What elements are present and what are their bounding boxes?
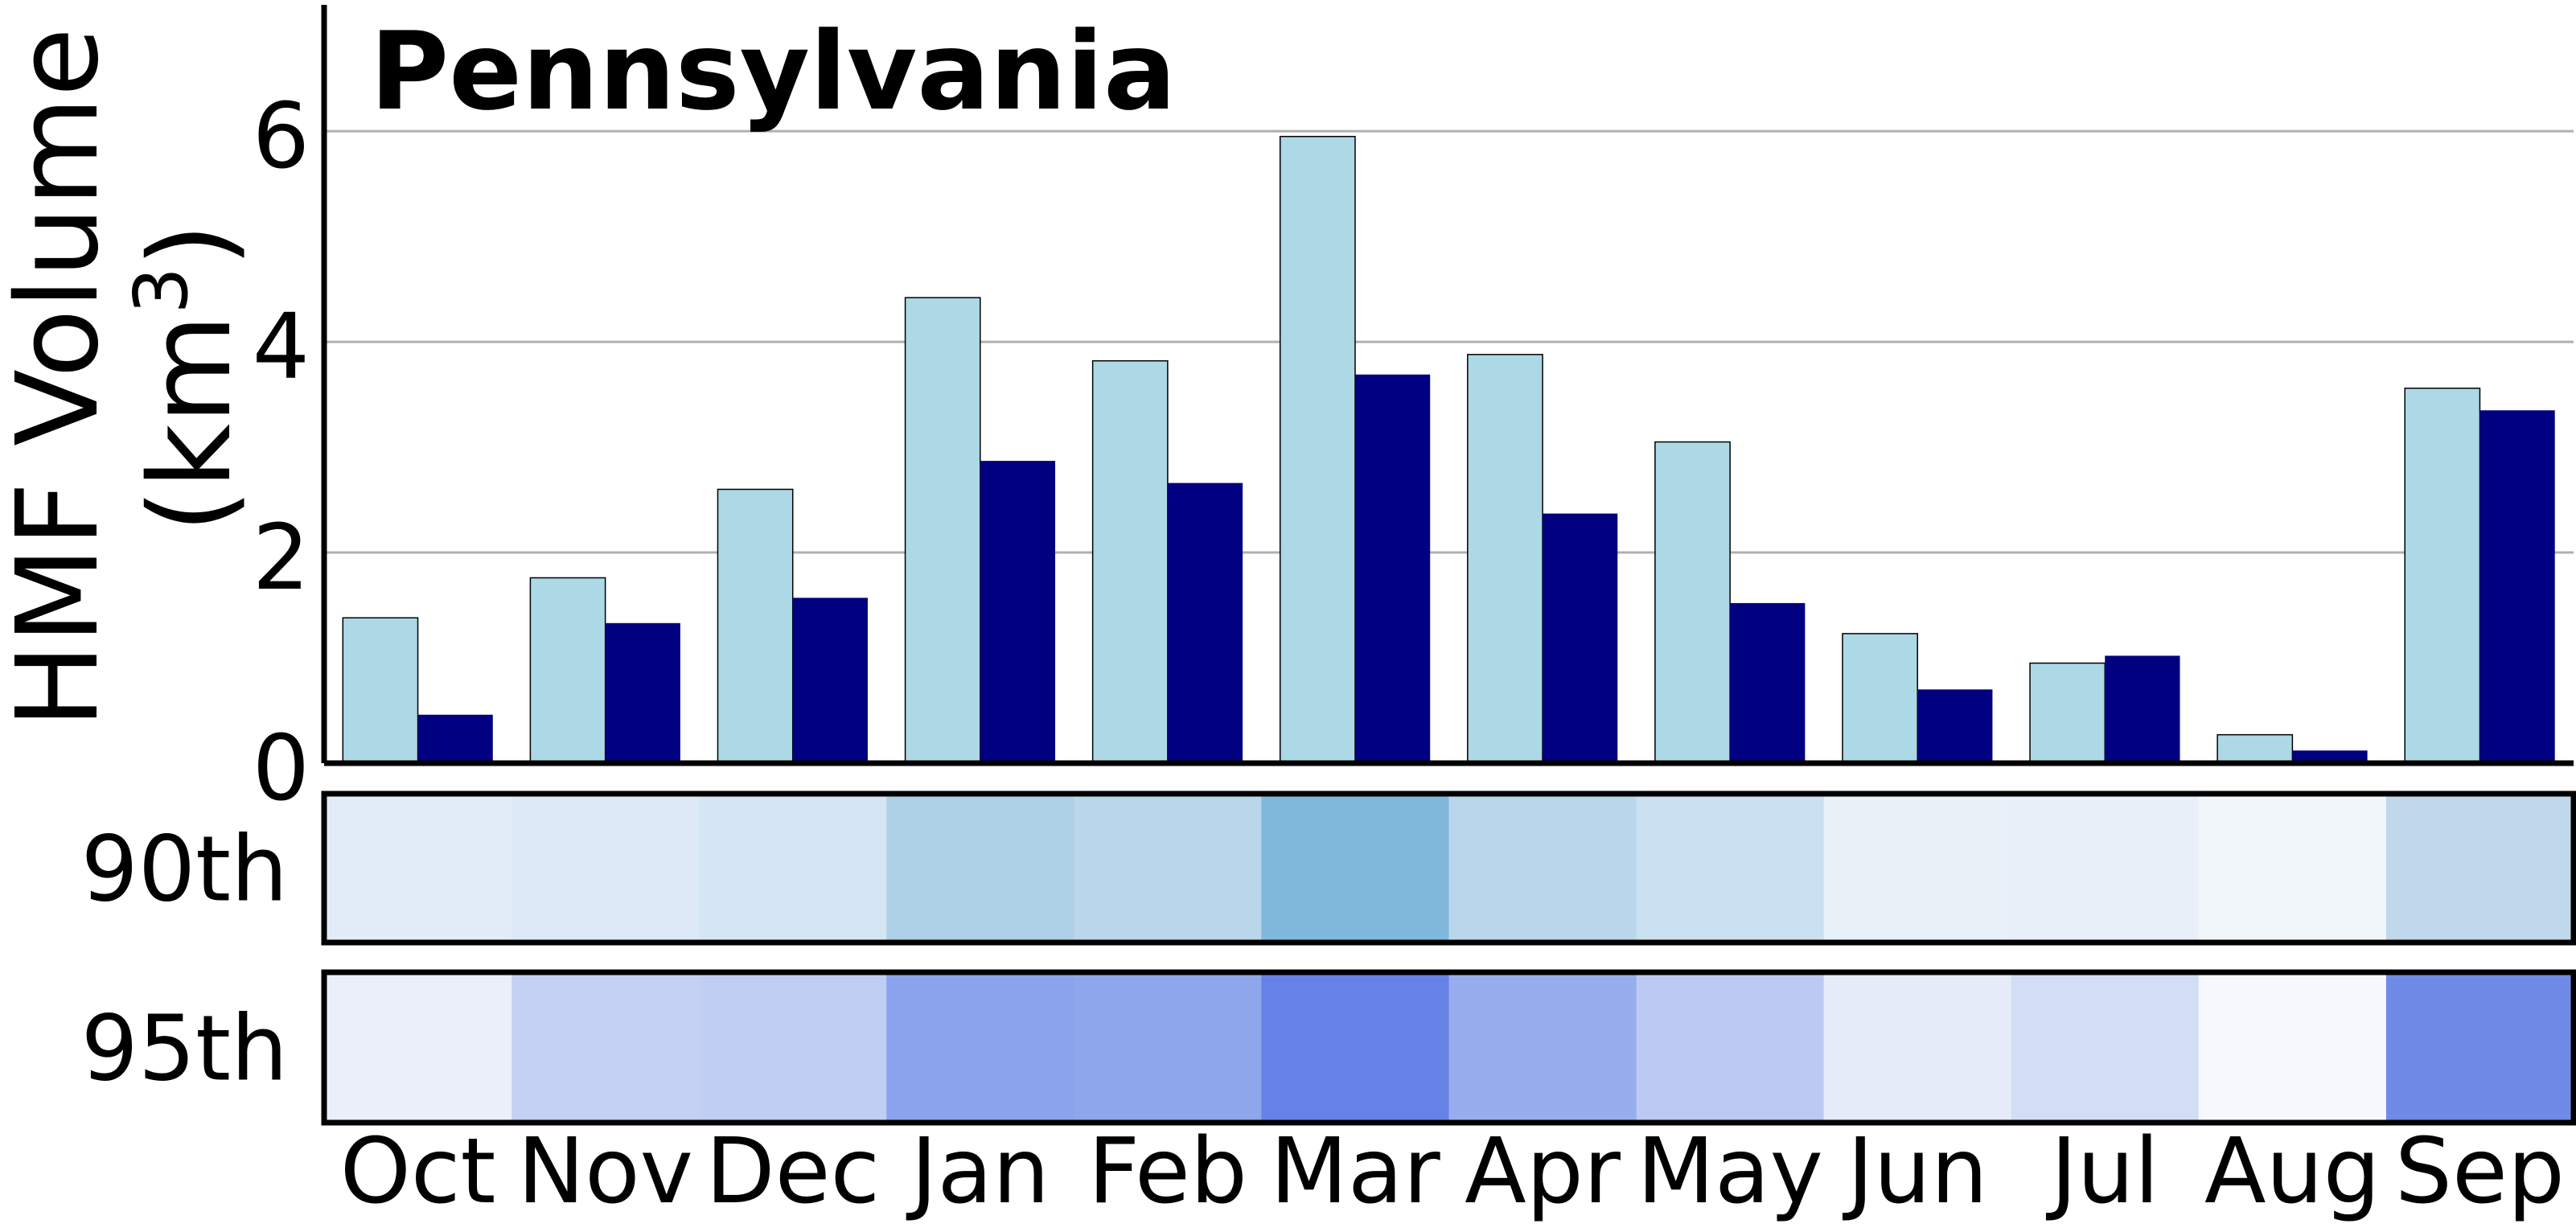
bar-May-series-1 bbox=[1654, 441, 1731, 764]
gridlines bbox=[324, 129, 2574, 554]
y-axis-label-line1: HMF Volume bbox=[0, 27, 124, 729]
heat-cell-95th-Sep bbox=[2385, 972, 2574, 1123]
x-tick-label: May bbox=[1637, 1119, 1823, 1224]
x-tick-label: Jul bbox=[2046, 1119, 2159, 1224]
heat-cell-90th-Mar bbox=[1261, 794, 1449, 943]
x-tick-label: Jun bbox=[1843, 1119, 1988, 1224]
y-tick-label: 2 bbox=[253, 506, 310, 610]
heat-cell-90th-Jul bbox=[2011, 794, 2200, 943]
x-tick-label: Mar bbox=[1270, 1119, 1440, 1224]
bar-Jul-series-1 bbox=[2029, 662, 2106, 764]
title-background bbox=[364, 14, 1206, 127]
bar-Jun-series-1 bbox=[1842, 633, 1918, 764]
heat-cell-95th-Jun bbox=[1823, 972, 2012, 1123]
bar-Feb-series-1 bbox=[1091, 359, 1169, 764]
x-tick-label: Apr bbox=[1465, 1119, 1621, 1224]
heat-cell-90th-Aug bbox=[2198, 794, 2387, 943]
bar-Aug-series-1 bbox=[2217, 733, 2294, 764]
heat-row-label: 90th bbox=[81, 818, 288, 922]
heat-cell-90th-Jan bbox=[886, 794, 1074, 943]
bar-Jul-series-2 bbox=[2105, 655, 2180, 763]
y-tick-labels: 0 2 4 6 bbox=[253, 84, 310, 821]
bar-Feb-series-2 bbox=[1167, 483, 1243, 763]
heat-cell-95th-May bbox=[1636, 972, 1825, 1123]
axes bbox=[321, 5, 2574, 766]
bar-Jan-series-1 bbox=[904, 297, 981, 764]
bar-Oct-series-2 bbox=[417, 714, 493, 763]
bar-Sep-series-2 bbox=[2479, 410, 2555, 763]
heat-cell-90th-Feb bbox=[1074, 794, 1262, 943]
heat-cell-95th-Jul bbox=[2011, 972, 2200, 1123]
chart-title: Pennsylvania bbox=[370, 9, 1176, 134]
bar-Dec-series-1 bbox=[717, 488, 794, 764]
x-tick-label: Feb bbox=[1088, 1119, 1247, 1224]
bar-Aug-series-2 bbox=[2292, 750, 2368, 763]
heat-row-border bbox=[321, 791, 2576, 946]
heat-cell-95th-Mar bbox=[1261, 972, 1449, 1123]
x-tick-label: Aug bbox=[2204, 1119, 2381, 1224]
bar-Mar-series-1 bbox=[1279, 135, 1356, 764]
heat-cell-90th-May bbox=[1636, 794, 1825, 943]
bar-Nov-series-1 bbox=[529, 577, 606, 764]
bar-Apr-series-1 bbox=[1467, 354, 1543, 764]
bar-May-series-2 bbox=[1730, 602, 1806, 763]
heat-cell-95th-Feb bbox=[1074, 972, 1262, 1123]
x-tick-label: Nov bbox=[517, 1119, 693, 1224]
heat-cell-90th-Oct bbox=[324, 794, 512, 943]
x-tick-label: Dec bbox=[705, 1119, 880, 1224]
bar-Jan-series-2 bbox=[980, 461, 1056, 763]
x-tick-label: Jan bbox=[906, 1119, 1050, 1224]
percentile-heatmap: 90th 95th bbox=[81, 791, 2576, 1126]
heat-cell-95th-Nov bbox=[512, 972, 700, 1123]
x-tick-labels: Oct Nov Dec Jan Feb Mar Apr May Jun Jul Aug Sep bbox=[340, 1119, 2565, 1224]
bar-Jun-series-2 bbox=[1917, 689, 1993, 763]
heat-row-label: 95th bbox=[81, 997, 288, 1102]
heat-cell-95th-Aug bbox=[2198, 972, 2387, 1123]
heat-cell-90th-Jun bbox=[1823, 794, 2012, 943]
y-tick-label: 4 bbox=[253, 295, 310, 400]
y-axis-label: HMF Volume bbox=[0, 27, 124, 729]
heat-cell-90th-Dec bbox=[699, 794, 887, 943]
heat-row-border bbox=[321, 969, 2576, 1126]
y-axis-label-units: (km3) bbox=[118, 223, 257, 532]
heat-cell-90th-Nov bbox=[512, 794, 700, 943]
heat-cell-95th-Dec bbox=[699, 972, 887, 1123]
y-tick-label: 6 bbox=[253, 84, 310, 189]
x-tick-label: Sep bbox=[2395, 1119, 2565, 1224]
bar-Oct-series-1 bbox=[342, 617, 419, 764]
bar-Mar-series-2 bbox=[1354, 374, 1431, 763]
heat-cell-95th-Jan bbox=[886, 972, 1074, 1123]
y-axis-unit-close: ) bbox=[125, 223, 257, 267]
bar-Dec-series-2 bbox=[792, 598, 868, 763]
heat-cell-95th-Apr bbox=[1448, 972, 1637, 1123]
bars bbox=[342, 135, 2555, 764]
y-axis-unit: (km bbox=[125, 314, 257, 533]
bar-Sep-series-1 bbox=[2404, 387, 2481, 764]
x-tick-label: Oct bbox=[340, 1119, 496, 1224]
heat-cell-95th-Oct bbox=[324, 972, 512, 1123]
y-axis-unit-superscript: 3 bbox=[118, 267, 204, 314]
bar-Nov-series-2 bbox=[605, 622, 680, 763]
heat-cell-90th-Sep bbox=[2385, 794, 2574, 943]
heat-cell-90th-Apr bbox=[1448, 794, 1637, 943]
y-tick-label: 0 bbox=[253, 717, 310, 821]
bar-Apr-series-2 bbox=[1543, 513, 1618, 763]
